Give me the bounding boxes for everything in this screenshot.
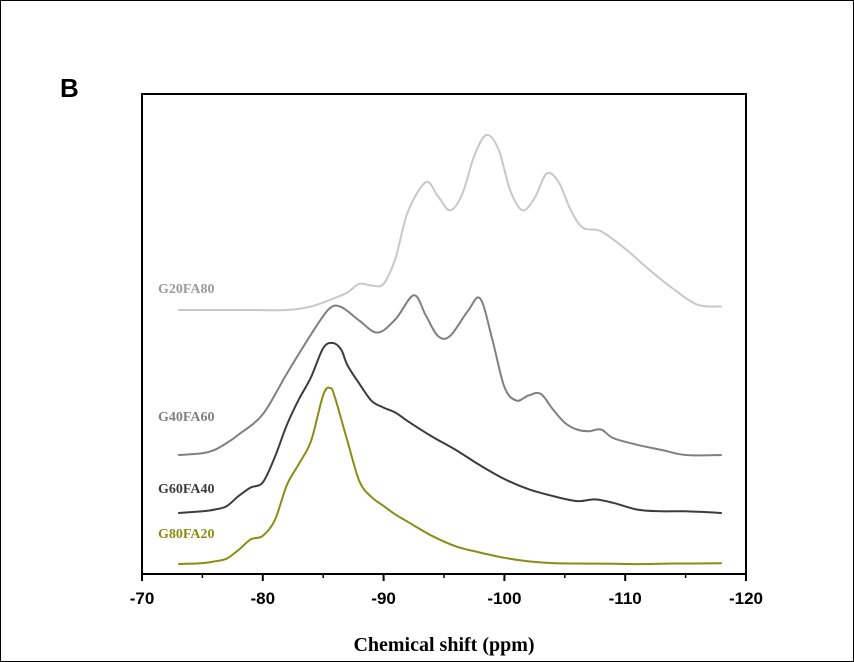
series-line-g40fa60	[178, 294, 722, 457]
x-tick-label: -110	[609, 589, 642, 608]
x-axis-title: Chemical shift (ppm)	[353, 634, 534, 656]
x-tick-label: -120	[729, 589, 763, 608]
series-line-g60fa40	[178, 341, 722, 514]
x-tick-label: -90	[371, 589, 396, 608]
series-label-g40fa60: G40FA60	[158, 410, 215, 425]
series-traces	[178, 133, 722, 566]
x-tick-label: -80	[251, 589, 276, 608]
panel-label: B	[60, 73, 79, 103]
series-line-g80fa20	[178, 386, 722, 566]
x-tick-label: -70	[130, 589, 155, 608]
series-line-g20fa80	[178, 133, 722, 312]
series-label-g20fa80: G20FA80	[158, 282, 215, 297]
series-label-g60fa40: G60FA40	[158, 482, 215, 497]
series-labels: G80FA20 G60FA40 G40FA60 G20FA80	[158, 282, 215, 542]
x-tick-label: -100	[487, 589, 521, 608]
series-label-g80fa20: G80FA20	[158, 527, 215, 542]
x-axis-ticks: -70 -80 -90 -100 -110 -120	[130, 574, 763, 608]
